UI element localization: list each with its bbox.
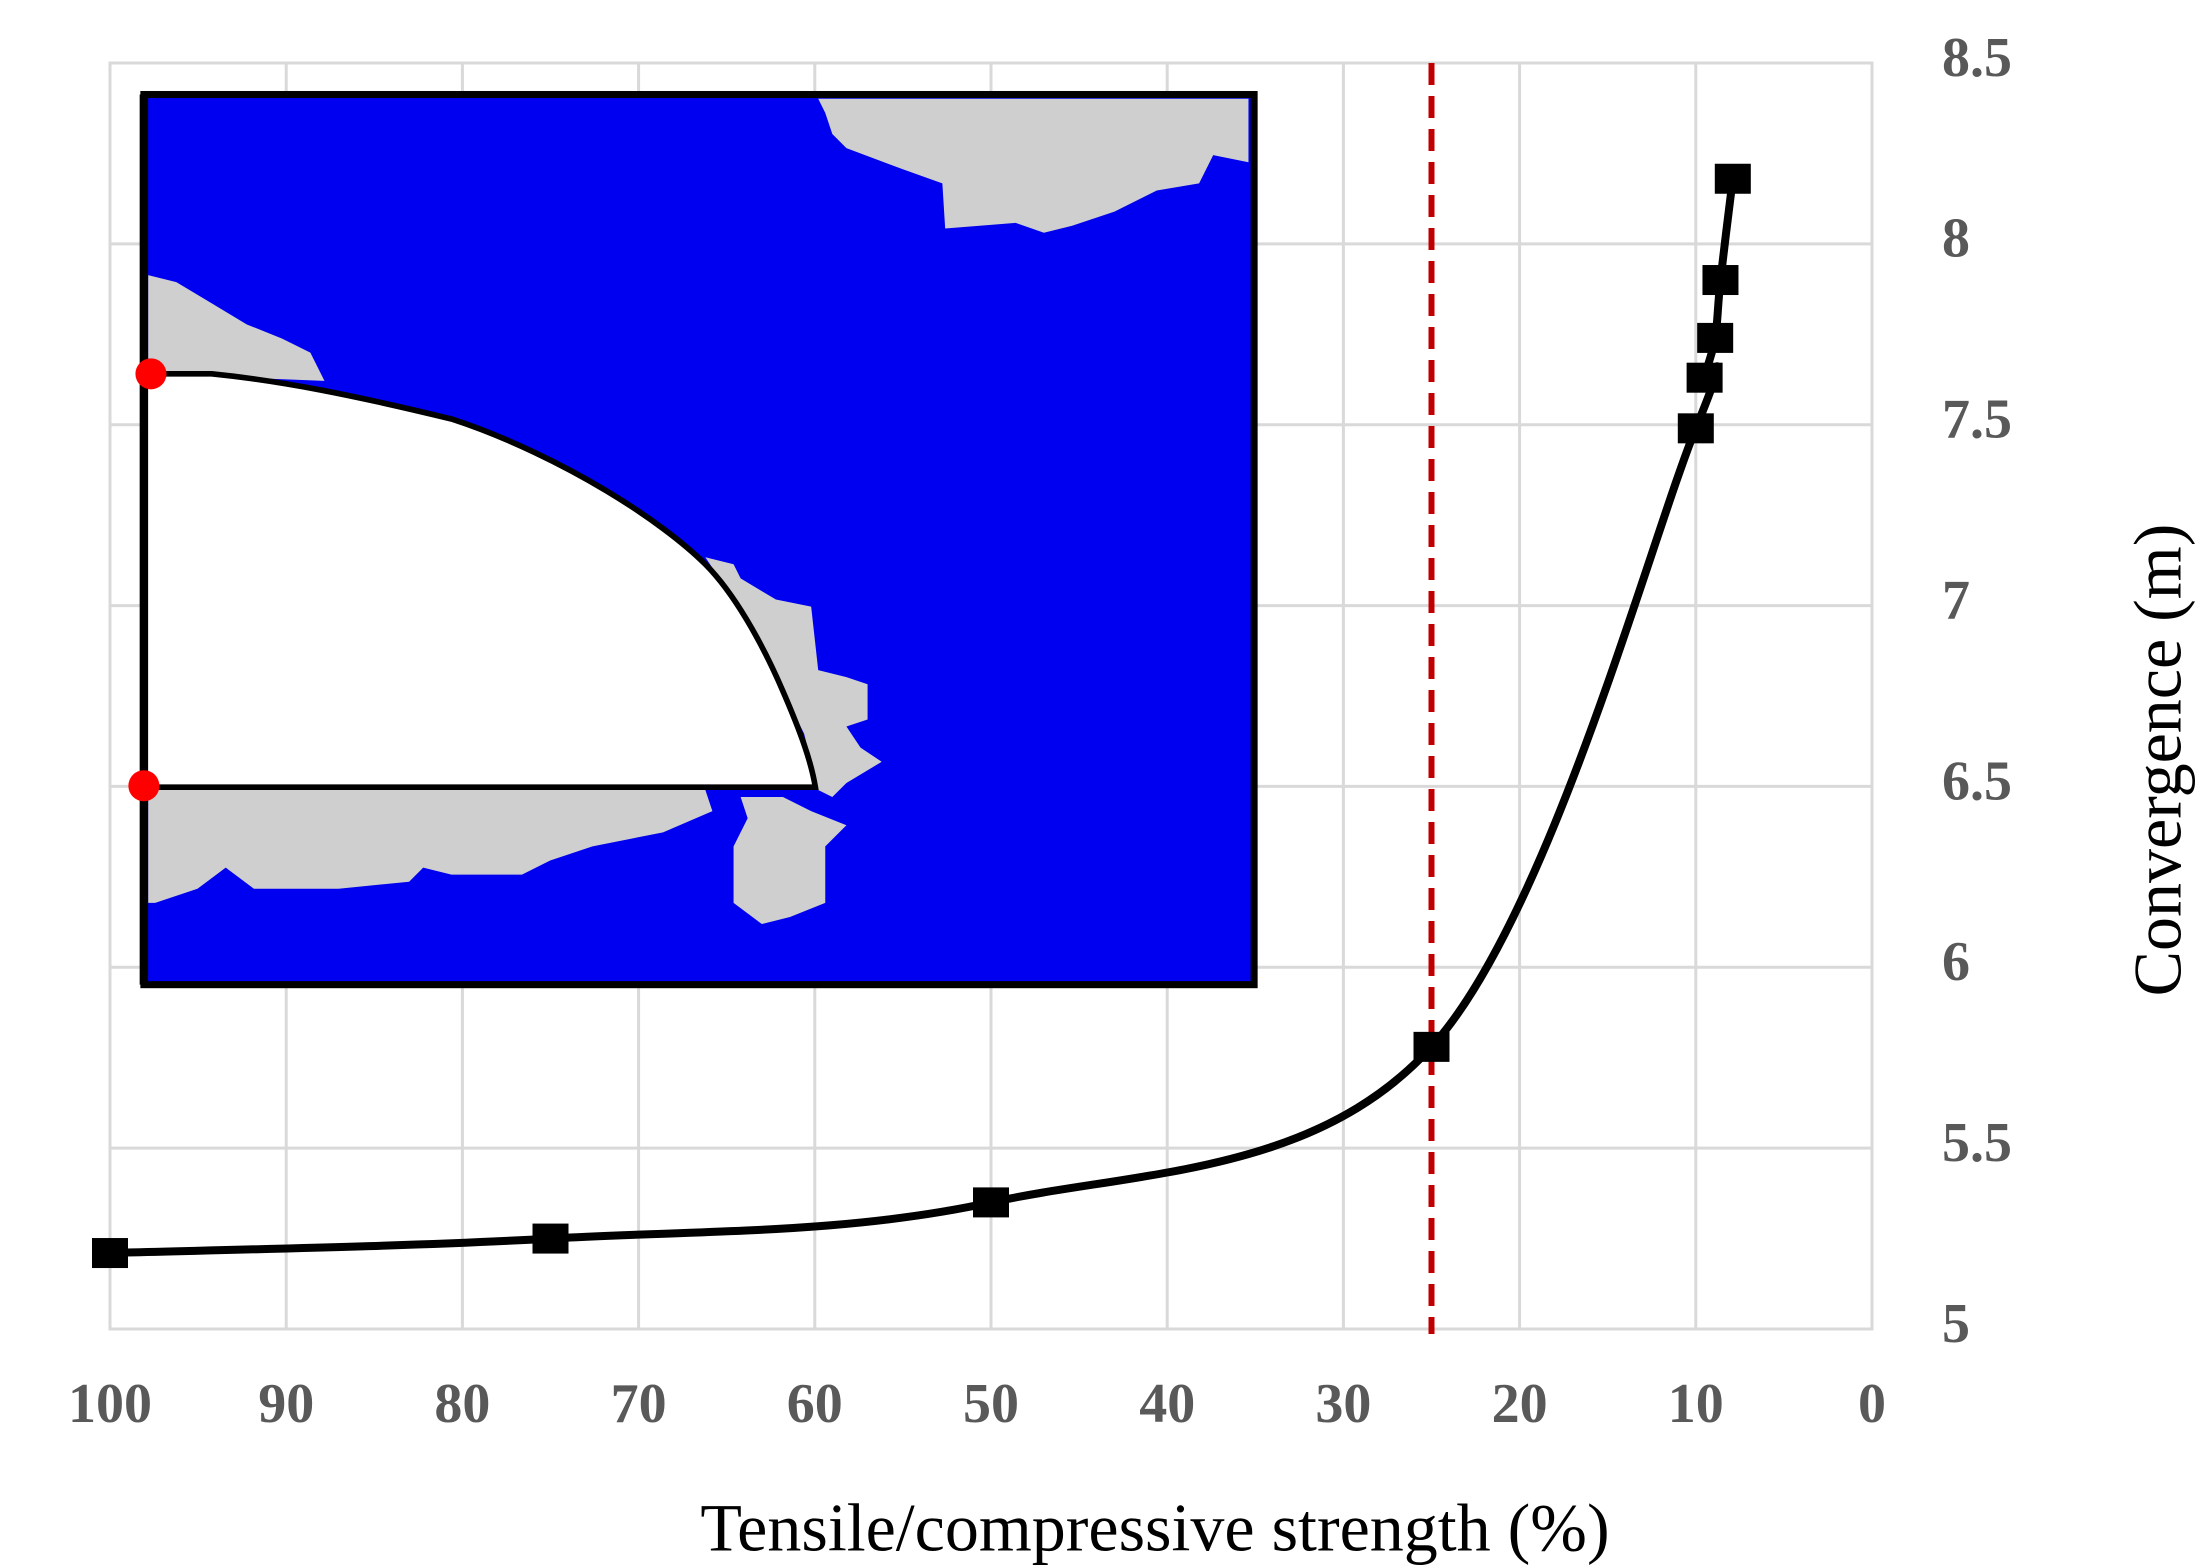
x-tick-label: 30 bbox=[1315, 1373, 1371, 1435]
x-tick-label: 50 bbox=[963, 1373, 1019, 1435]
inset-excavation bbox=[141, 371, 819, 790]
inset-region bbox=[705, 557, 882, 798]
inset-region bbox=[733, 797, 847, 925]
y-tick-label: 7.5 bbox=[1942, 389, 2012, 451]
marker bbox=[1714, 163, 1751, 194]
y-tick-label: 5 bbox=[1942, 1293, 1970, 1355]
marker bbox=[973, 1187, 1009, 1218]
y-axis-title: Convergence (m) bbox=[2120, 524, 2196, 997]
x-tick-label: 100 bbox=[68, 1373, 152, 1435]
x-tick-label: 10 bbox=[1668, 1373, 1724, 1435]
inset-point bbox=[135, 358, 167, 390]
x-tick-label: 80 bbox=[434, 1373, 490, 1435]
x-tick-label: 20 bbox=[1492, 1373, 1548, 1435]
inset-region bbox=[148, 275, 325, 381]
x-tick-label: 60 bbox=[787, 1373, 843, 1435]
y-tick-label: 8.5 bbox=[1942, 27, 2012, 89]
inset-point bbox=[128, 770, 160, 802]
inset-frame bbox=[140, 90, 1258, 989]
marker bbox=[1702, 265, 1739, 296]
inset-region bbox=[148, 789, 713, 903]
y-tick-label: 6.5 bbox=[1942, 750, 2012, 812]
plot-border bbox=[108, 61, 1874, 1331]
x-tick-label: 70 bbox=[611, 1373, 667, 1435]
inset-region bbox=[818, 98, 1249, 233]
plot-foreground: 100 90 80 70 60 50 40 30 20 10 055.566.577.588.5 bbox=[68, 27, 2012, 1435]
x-axis-title: Tensile/compressive strength (%) bbox=[700, 1490, 1609, 1566]
y-tick-label: 8 bbox=[1942, 208, 1970, 270]
y-tick-label: 5.5 bbox=[1942, 1112, 2012, 1174]
marker bbox=[1413, 1031, 1450, 1062]
y-tick-label: 7 bbox=[1942, 569, 1970, 631]
marker bbox=[532, 1223, 569, 1254]
x-tick-label: 0 bbox=[1858, 1373, 1886, 1435]
x-tick-label: 90 bbox=[258, 1373, 314, 1435]
x-tick-label: 40 bbox=[1139, 1373, 1195, 1435]
marker bbox=[1677, 413, 1714, 444]
marker bbox=[1697, 322, 1734, 353]
marker bbox=[92, 1238, 128, 1269]
inset-image bbox=[128, 90, 1258, 989]
marker bbox=[1686, 362, 1723, 393]
y-tick-label: 6 bbox=[1942, 931, 1970, 993]
